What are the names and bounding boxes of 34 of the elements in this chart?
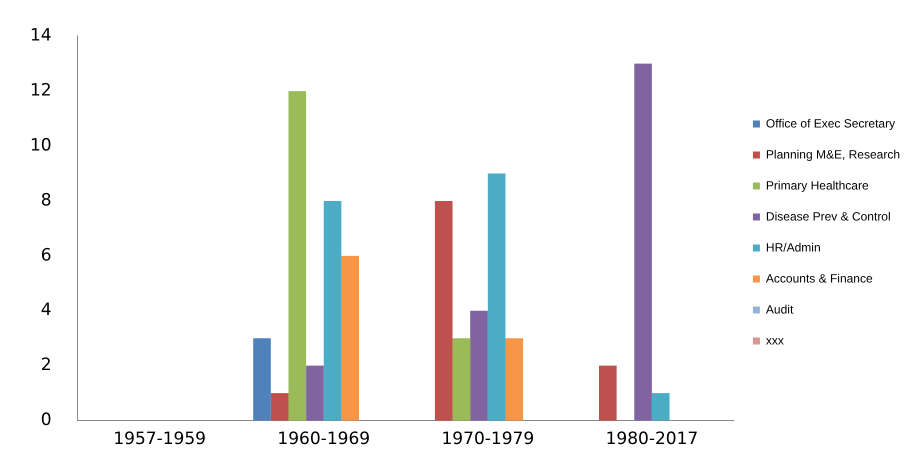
y-tick-label: 4 <box>40 300 52 320</box>
y-tick-label: 6 <box>40 245 52 266</box>
legend-label: Office of Exec Secretary <box>766 116 896 130</box>
bar <box>253 338 271 421</box>
legend-label: Disease Prev & Control <box>766 209 891 224</box>
bar <box>324 200 342 421</box>
bar <box>634 64 652 421</box>
y-tick-label: 8 <box>40 190 52 210</box>
bar <box>434 200 453 421</box>
y-tick-label: 12 <box>30 80 52 101</box>
legend-label: xxx <box>766 333 784 348</box>
bar <box>598 366 617 421</box>
bar <box>452 338 470 421</box>
bar <box>505 338 524 421</box>
bar <box>270 393 288 421</box>
y-tick-label: 10 <box>30 135 52 156</box>
y-tick-label: 14 <box>30 26 52 46</box>
bar <box>470 310 488 421</box>
bar <box>488 173 506 421</box>
y-tick-label: 0 <box>40 410 52 430</box>
legend-label: Accounts & Finance <box>766 271 873 286</box>
legend-label: Primary Healthcare <box>766 178 869 192</box>
x-tick-label: 1970-1979 <box>441 429 534 450</box>
legend-label: Planning M&E, Research <box>766 147 900 162</box>
legend-label: Audit <box>766 302 794 316</box>
legend-label: HR/Admin <box>766 240 821 254</box>
bar <box>306 366 324 421</box>
bar <box>341 256 360 421</box>
x-tick-label: 1957-1959 <box>113 429 206 450</box>
x-tick-label: 1960-1969 <box>277 429 370 450</box>
y-tick-label: 2 <box>40 355 52 376</box>
x-tick-label: 1980-2017 <box>606 429 698 450</box>
bar <box>288 91 306 421</box>
bar <box>652 393 670 421</box>
